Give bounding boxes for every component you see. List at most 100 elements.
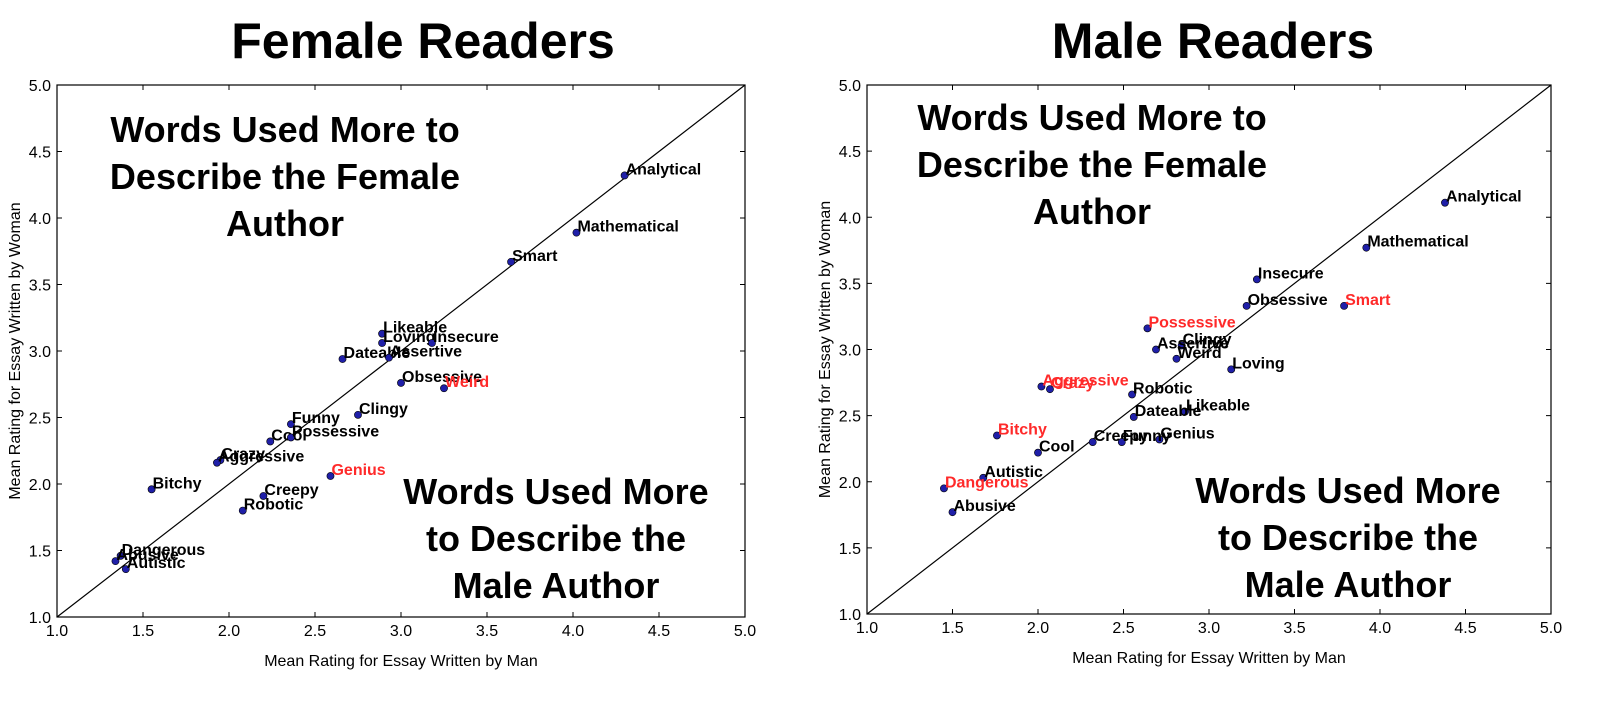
chart1-annotation-1-line: Male Author: [1245, 564, 1452, 605]
chart1-point-label-assertive: Assertive: [1157, 336, 1229, 353]
chart1-point-label-creepy: Creepy: [1094, 428, 1148, 445]
chart0-point-label-smart: Smart: [512, 248, 558, 265]
chart0-point-obsessive: [397, 379, 405, 387]
chart0-point-label-mathematical: Mathematical: [577, 219, 678, 236]
chart0-point-creepy: [259, 492, 268, 500]
chart1-y-tick-label: 4.5: [839, 144, 861, 161]
chart1-x-tick-label: 1.5: [941, 620, 963, 637]
chart1-x-tick-label: 4.5: [1454, 620, 1476, 637]
chart1-point-label-likeable: Likeable: [1186, 398, 1250, 415]
chart0-x-tick-label: 1.5: [132, 623, 154, 640]
chart1-x-tick-label: 5.0: [1540, 620, 1562, 637]
chart1-annotation-1-line: to Describe the: [1218, 517, 1478, 558]
chart0-x-tick-label: 2.5: [304, 623, 326, 640]
chart1-point-label-funny: Funny: [1123, 428, 1171, 445]
chart1-annotation-0-line: Describe the Female: [917, 144, 1267, 185]
chart0-point-loving: [378, 339, 386, 347]
chart1-y-tick-label: 1.0: [839, 607, 861, 624]
chart1-point-possessive: [1143, 324, 1152, 333]
chart1-point-obsessive: [1242, 301, 1251, 310]
chart0-point-label-genius: Genius: [331, 462, 385, 479]
chart0-point-label-robotic: Robotic: [244, 497, 304, 514]
chart0-point-possessive: [287, 433, 295, 442]
chart1-x-tick-label: 2.5: [1112, 620, 1134, 637]
chart0-point-abusive: [111, 557, 120, 566]
chart1-y-tick-label: 4.0: [839, 210, 861, 227]
chart0-y-tick-label: 4.5: [29, 145, 51, 162]
chart0-point-likeable: [378, 329, 386, 338]
chart0-x-tick-label: 3.5: [476, 623, 498, 640]
female-readers-chart: Female Readers 1.0 1.5 2.0 2.5 3.0 3.5 4.0 4.5 5.…: [7, 13, 756, 670]
chart0-x-tick-label: 5.0: [734, 623, 756, 640]
chart1-annotation-1-line: Words Used More: [1195, 470, 1500, 511]
chart0-point-label-obsessive: Obsessive: [402, 369, 482, 386]
chart0-point-genius: [326, 472, 335, 480]
chart0-point-aggressive: [213, 458, 221, 467]
chart0-point-label-bitchy: Bitchy: [153, 475, 202, 492]
chart0-annotation-0-line: Author: [226, 203, 344, 244]
chart1-point-creepy: [1088, 438, 1097, 446]
chart1-point-clingy: [1177, 341, 1186, 350]
chart0-annotation-1-line: to Describe the: [426, 518, 686, 559]
chart1-point-weird: [1172, 354, 1181, 363]
chart0-point-assertive: [385, 353, 393, 362]
chart0-point-dangerous: [116, 551, 125, 560]
chart1-y-tick-label: 2.5: [839, 409, 861, 426]
chart0-x-tick-label: 3.0: [390, 623, 412, 640]
chart0-point-robotic: [238, 506, 247, 515]
chart0-point-label-aggressive: Aggressive: [218, 449, 304, 466]
chart0-point-label-funny: Funny: [292, 410, 340, 427]
chart0-y-tick-label: 2.5: [29, 411, 51, 428]
chart0-y-tick-label: 2.0: [29, 477, 51, 494]
chart1-reference-line: [866, 84, 1552, 615]
chart0-y-tick-label: 3.5: [29, 278, 51, 295]
chart0-point-bitchy: [147, 485, 156, 494]
chart0-x-axis-label: Mean Rating for Essay Written by Man: [264, 653, 538, 670]
chart0-point-funny: [287, 420, 295, 429]
chart1-point-label-cool: Cool: [1039, 439, 1075, 456]
chart0-point-label-likeable: Likeable: [383, 320, 447, 337]
chart1-title: Male Readers: [1052, 13, 1374, 69]
chart1-y-tick-label: 1.5: [839, 541, 861, 558]
chart1-point-smart: [1340, 301, 1348, 310]
chart0-x-tick-label: 4.5: [648, 623, 670, 640]
chart1-point-insecure: [1252, 275, 1261, 284]
chart0-x-tick-label: 2.0: [218, 623, 240, 640]
chart1-point-label-possessive: Possessive: [1148, 314, 1235, 331]
chart0-y-tick-label: 1.0: [29, 610, 51, 627]
chart0-y-axis-label: Mean Rating for Essay Written by Woman: [7, 202, 24, 499]
chart1-y-tick-label: 5.0: [839, 78, 861, 95]
chart0-point-label-possessive: Possessive: [292, 423, 379, 440]
chart0-point-label-assertive: Assertive: [390, 344, 462, 361]
chart0-point-clingy: [354, 410, 362, 419]
chart1-point-label-clingy: Clingy: [1183, 332, 1232, 349]
chart1-point-label-mathematical: Mathematical: [1367, 234, 1468, 251]
chart0-point-smart: [507, 257, 515, 266]
chart1-x-tick-label: 2.0: [1027, 620, 1049, 637]
chart1-y-tick-label: 3.5: [839, 276, 861, 293]
chart1-point-label-weird: Weird: [1178, 345, 1222, 362]
chart1-point-label-aggressive: Aggressive: [1042, 373, 1128, 390]
chart0-point-autistic: [121, 565, 130, 574]
chart0-reference-line: [56, 84, 746, 618]
chart1-point-abusive: [948, 508, 957, 517]
chart1-point-label-analytical: Analytical: [1446, 189, 1522, 206]
chart1-point-label-crazy: Crazy: [1051, 375, 1095, 392]
chart0-annotation-0-line: Words Used More to: [110, 109, 459, 150]
chart1-y-tick-label: 3.0: [839, 343, 861, 360]
chart1-point-genius: [1155, 435, 1164, 444]
chart1-y-axis-label: Mean Rating for Essay Written by Woman: [817, 201, 834, 498]
chart1-point-mathematical: [1362, 243, 1371, 252]
chart1-point-label-smart: Smart: [1345, 292, 1391, 309]
chart0-point-label-clingy: Clingy: [359, 401, 408, 418]
chart0-point-label-analytical: Analytical: [626, 161, 702, 178]
chart1-annotation-0-line: Author: [1033, 191, 1151, 232]
chart1-point-dangerous: [940, 484, 948, 493]
chart1-x-tick-label: 3.5: [1283, 620, 1305, 637]
chart0-point-dateable: [338, 355, 347, 363]
chart1-annotation-0-line: Words Used More to: [917, 97, 1266, 138]
chart0-point-insecure: [428, 339, 436, 347]
chart1-point-funny: [1117, 438, 1126, 446]
chart0-point-label-autistic: Autistic: [127, 555, 186, 572]
chart1-point-aggressive: [1037, 382, 1046, 391]
